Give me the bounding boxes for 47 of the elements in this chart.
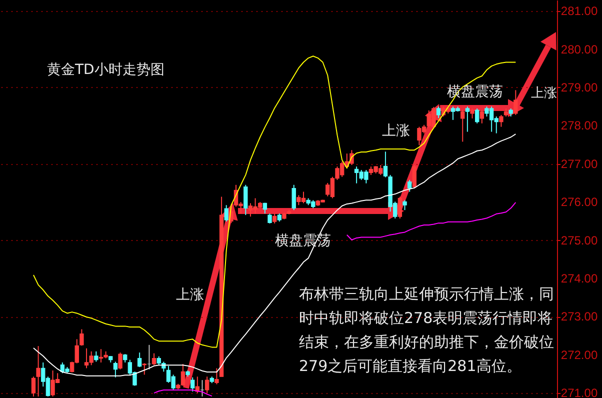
candlestick — [268, 213, 272, 224]
candlestick — [113, 361, 118, 378]
candlestick — [436, 106, 441, 119]
candlestick — [204, 376, 210, 394]
text: 上涨 — [531, 85, 557, 102]
candlestick — [398, 196, 402, 219]
y-tick-label: 280.00 — [560, 42, 598, 56]
candlestick — [412, 164, 417, 189]
candlestick — [292, 184, 296, 211]
candlestick — [402, 200, 407, 211]
candlestick — [31, 376, 36, 397]
y-tick-label: 281.00 — [560, 4, 598, 18]
y-tick-label: 279.00 — [560, 80, 598, 94]
candlestick — [514, 90, 518, 116]
annotation: 横盘震荡 — [275, 232, 331, 250]
annotation: 上涨 — [176, 286, 204, 304]
candlestick — [460, 110, 465, 142]
candlestick — [214, 368, 219, 385]
candlestick — [383, 151, 388, 178]
candlestick — [80, 328, 84, 346]
candlestick — [190, 376, 195, 392]
candlestick — [244, 184, 248, 216]
candlestick — [118, 352, 122, 370]
candlestick — [465, 106, 470, 132]
candlestick — [142, 362, 146, 376]
y-tick-label: 272.00 — [560, 348, 598, 362]
annotation: 布林带三轨向上延伸预示行情上涨，同时中轨即将破位278表明震荡行情即将结束，在多重利好的助推下，金价破位279之后可能直接看向281高位。 — [299, 284, 555, 377]
y-tick-label: 274.00 — [560, 271, 598, 286]
candlestick — [407, 179, 412, 192]
y-tick-label: 277.00 — [560, 156, 598, 171]
candlestick — [470, 108, 474, 119]
y-tick-label: 271.00 — [560, 386, 598, 398]
text: 黄金TD小时走势图 — [47, 61, 164, 79]
annotation: 上涨 — [382, 122, 410, 140]
candlestick — [224, 204, 228, 222]
candlestick — [94, 350, 98, 362]
y-tick-label: 273.00 — [560, 310, 598, 324]
y-tick-label: 278.00 — [560, 118, 598, 133]
candlestick — [36, 346, 40, 397]
candlestick — [474, 108, 480, 124]
y-tick-label: 275.00 — [560, 233, 598, 248]
y-tick-label: 276.00 — [560, 195, 598, 210]
candlestick — [499, 114, 504, 128]
candlestick — [272, 213, 277, 224]
candlestick — [137, 352, 142, 368]
candlestick — [480, 110, 484, 124]
candlestick — [152, 352, 156, 366]
